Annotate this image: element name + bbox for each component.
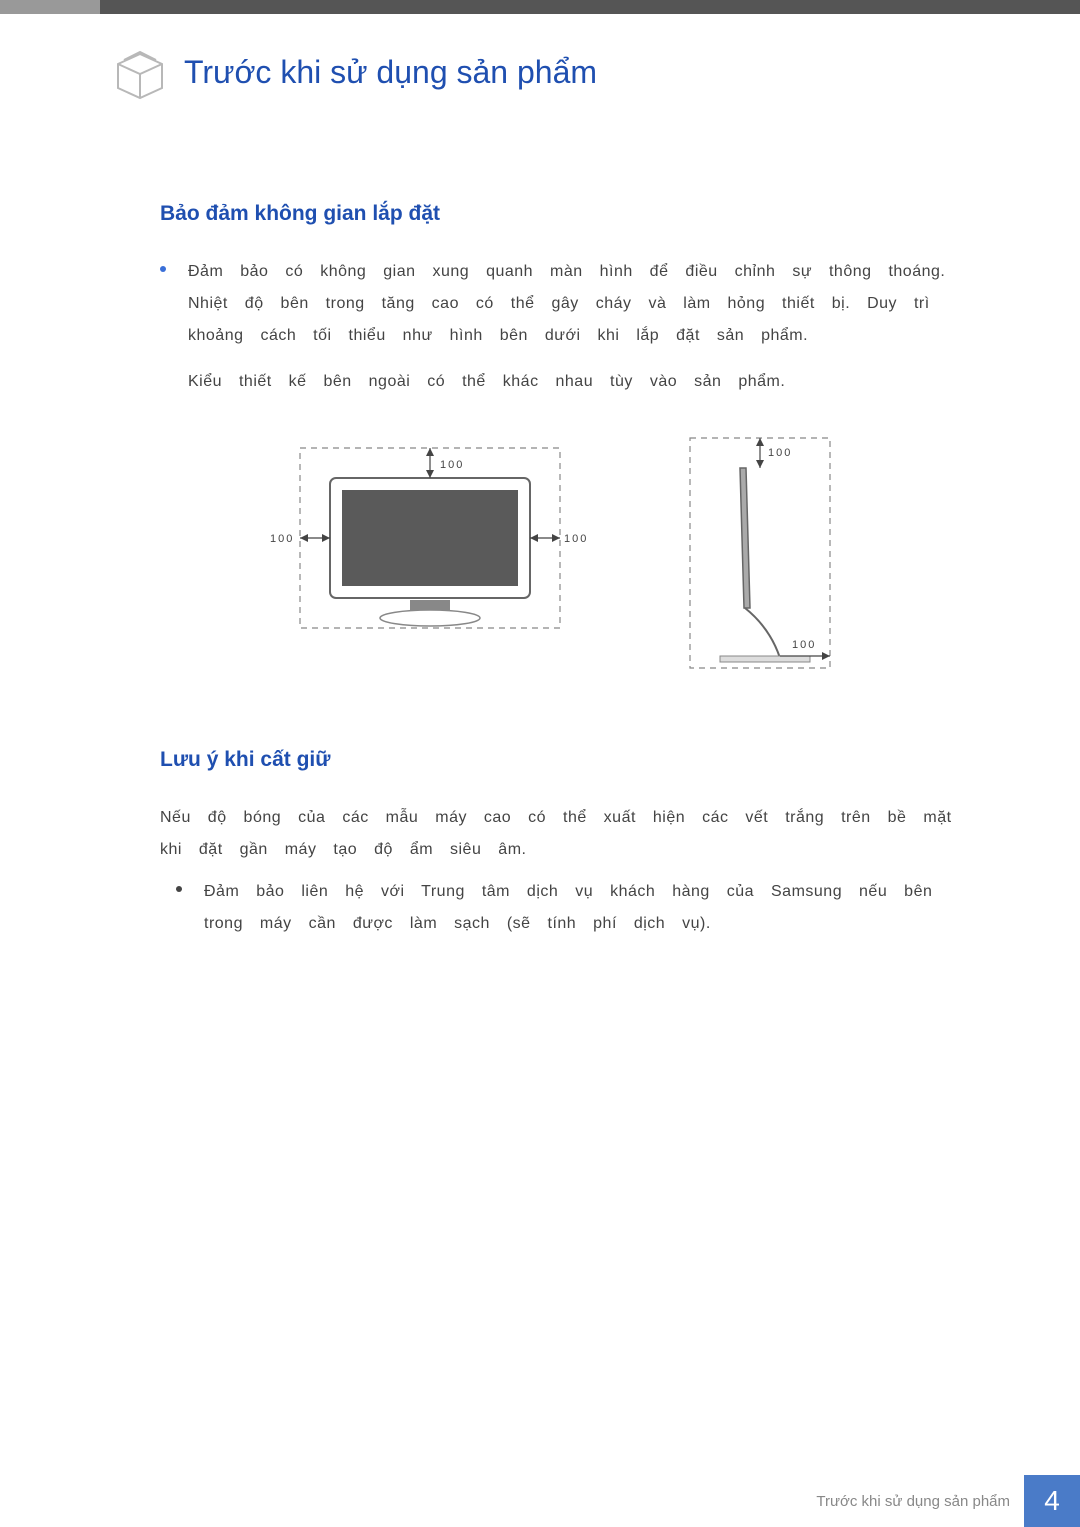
section2-bullet-text: Đảm bảo liên hệ với Trung tâm dịch vụ kh… xyxy=(204,883,932,932)
section1-note: Kiểu thiết kế bên ngoài có thể khác nhau… xyxy=(188,366,960,398)
section1-heading: Bảo đảm không gian lắp đặt xyxy=(160,202,960,226)
monitor-front-diagram: 100 100 100 xyxy=(260,428,600,658)
bullet-icon xyxy=(176,886,182,892)
section2: Lưu ý khi cất giữ Nếu độ bóng của các mẫ… xyxy=(160,748,960,940)
footer-text: Trước khi sử dụng sản phẩm xyxy=(816,1493,1010,1510)
label-side-top: 100 xyxy=(768,447,792,459)
label-side-bottom: 100 xyxy=(792,639,816,651)
section2-para: Nếu độ bóng của các mẫu máy cao có thể x… xyxy=(160,802,960,866)
bullet-icon xyxy=(160,266,166,272)
monitor-side-diagram: 100 100 xyxy=(660,428,860,688)
content-area: Bảo đảm không gian lắp đặt Đảm bảo có kh… xyxy=(0,202,1080,940)
label-right: 100 xyxy=(564,533,588,545)
installation-diagram: 100 100 100 100 100 xyxy=(160,428,960,688)
title-row: Trước khi sử dụng sản phẩm xyxy=(0,42,1080,102)
label-left: 100 xyxy=(270,533,294,545)
top-bar xyxy=(0,0,1080,14)
section2-bullet: Đảm bảo liên hệ với Trung tâm dịch vụ kh… xyxy=(160,876,960,940)
section1-para: Đảm bảo có không gian xung quanh màn hìn… xyxy=(160,256,960,352)
top-bar-left-segment xyxy=(0,0,100,14)
page-title: Trước khi sử dụng sản phẩm xyxy=(184,54,597,91)
open-box-icon xyxy=(110,42,170,102)
page-footer: Trước khi sử dụng sản phẩm 4 xyxy=(0,1475,1080,1527)
page-number: 4 xyxy=(1024,1475,1080,1527)
label-top: 100 xyxy=(440,459,464,471)
section1-para-text: Đảm bảo có không gian xung quanh màn hìn… xyxy=(188,263,945,344)
section2-heading: Lưu ý khi cất giữ xyxy=(160,748,960,772)
